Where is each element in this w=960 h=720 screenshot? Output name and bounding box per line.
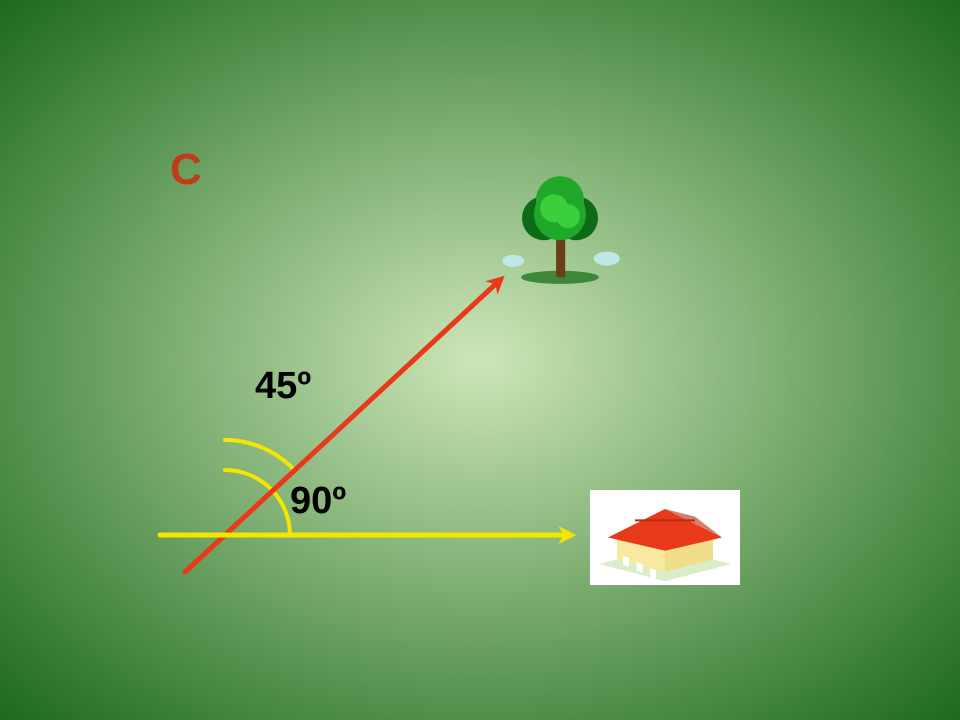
house-icon: [590, 490, 740, 585]
house-svg: [590, 490, 740, 585]
diagram-stage: С 45º 90º: [0, 0, 960, 720]
tree-svg: [495, 175, 625, 285]
geometry-layer: [0, 0, 960, 720]
angle-45-label: 45º: [255, 365, 311, 408]
angle-90-label: 90º: [290, 480, 346, 523]
north-label: С: [170, 145, 202, 195]
tree-icon: [495, 175, 625, 285]
